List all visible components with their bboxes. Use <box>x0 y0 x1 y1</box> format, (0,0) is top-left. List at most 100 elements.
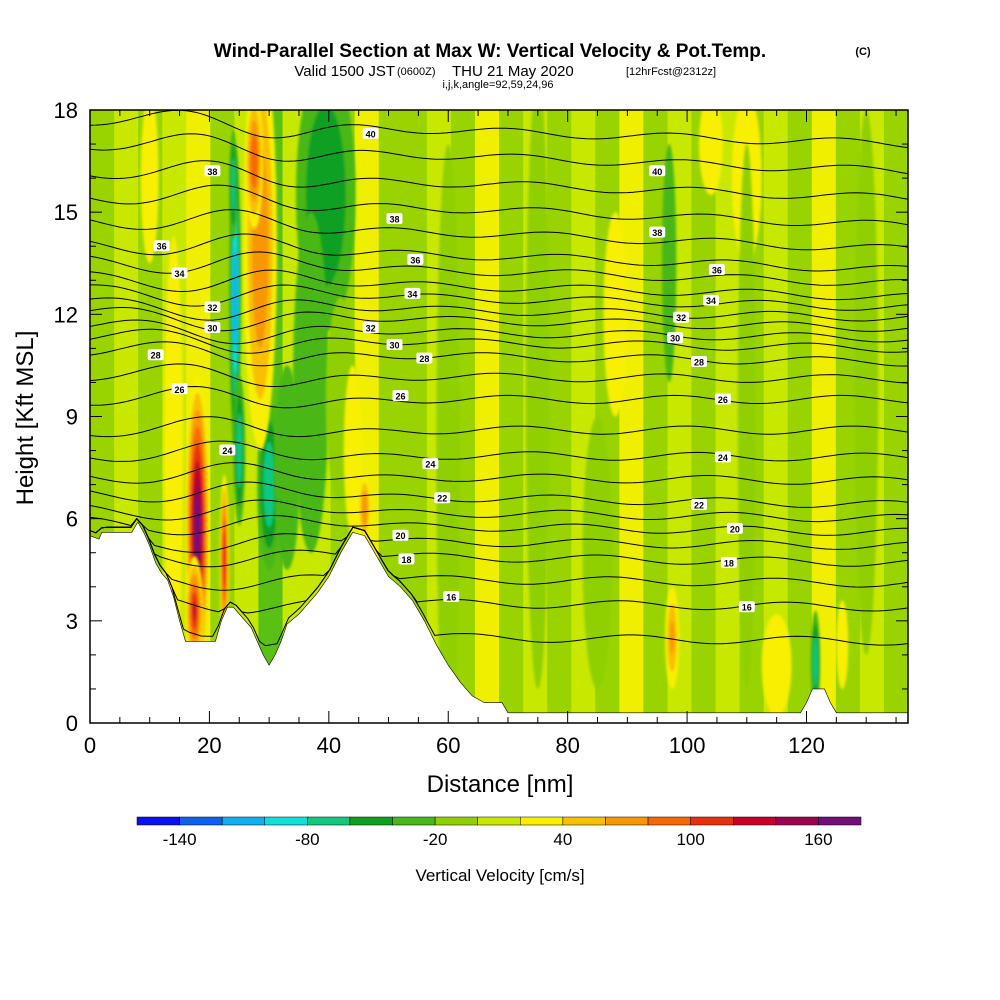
plot-area: 40 40 38 38 38 36 36 36 34 34 34 32 32 32 30 30 30 28 28 28… <box>90 110 908 723</box>
contour-label-text: 16 <box>446 592 456 602</box>
theta-contour <box>90 517 908 591</box>
contour-label-text: 18 <box>401 555 411 565</box>
contour-label-text: 24 <box>718 453 728 463</box>
theta-contour <box>90 515 908 536</box>
contour-label-text: 24 <box>425 460 435 470</box>
contour-label-box <box>416 352 433 364</box>
theta-contour <box>90 160 908 200</box>
contour-label-box <box>434 492 451 504</box>
velocity-cell <box>343 365 362 536</box>
contour-label-text: 34 <box>407 289 417 299</box>
contour-label-box <box>702 294 719 306</box>
colorbar-tick-label: -80 <box>295 830 320 849</box>
theta-contour <box>90 233 908 272</box>
contour-label-box <box>708 264 725 276</box>
velocity-cell <box>810 610 821 713</box>
x-tick-label: 80 <box>555 733 579 758</box>
contour-label-box <box>171 383 188 395</box>
theta-contour <box>90 517 908 553</box>
y-tick-label: 18 <box>54 98 78 123</box>
theta-contour <box>90 110 908 149</box>
velocity-cell <box>245 110 264 230</box>
y-tick-label: 6 <box>66 507 78 532</box>
contour-label: 36 <box>153 240 170 252</box>
velocity-band <box>301 297 320 468</box>
theta-contour <box>90 269 908 301</box>
contour-label-box <box>362 127 379 139</box>
contour-label-text: 34 <box>706 296 716 306</box>
y-tick-label: 9 <box>66 405 78 430</box>
chart-title: Wind-Parallel Section at Max W: Vertical… <box>214 41 766 62</box>
velocity-cell <box>761 614 792 717</box>
theta-contour <box>90 328 908 354</box>
contour-label-box <box>153 240 170 252</box>
theta-contour <box>90 517 908 568</box>
theta-contour <box>90 440 908 462</box>
velocity-band <box>582 416 613 689</box>
velocity-band <box>252 147 256 175</box>
contour-label-text: 22 <box>437 494 447 504</box>
contour-label-text: 20 <box>730 524 740 534</box>
contour-label: 30 <box>386 338 403 350</box>
contour-label: 28 <box>147 349 164 361</box>
x-tick-label: 100 <box>669 733 706 758</box>
contour-label: 34 <box>171 267 188 279</box>
contour-label-box <box>422 458 439 470</box>
velocity-band <box>525 110 550 689</box>
contour-label-box <box>720 556 737 568</box>
contour-label: 26 <box>392 390 409 402</box>
velocity-band <box>232 171 235 199</box>
contour-label-text: 28 <box>419 354 429 364</box>
colorbar-swatch <box>562 816 606 826</box>
y-axis-label: Height [Kft MSL] <box>12 331 39 506</box>
contour-label-box <box>219 444 236 456</box>
contour-label-box <box>204 165 221 177</box>
theta-contour <box>90 499 908 523</box>
x-axis: 0 20 40 60 80 100 120 <box>84 110 897 758</box>
contour-label-box <box>404 287 421 299</box>
theta-contour <box>90 319 908 345</box>
valid-date: THU 21 May 2020 <box>452 63 574 80</box>
colorbar-swatch <box>732 816 777 826</box>
contour-label-box <box>667 332 684 344</box>
contour-label-box <box>714 393 731 405</box>
velocity-cell <box>836 600 849 689</box>
velocity-cell <box>854 110 879 655</box>
theta-contour <box>90 251 908 286</box>
theta-contour <box>90 481 908 508</box>
contour-label-text: 40 <box>652 167 662 177</box>
contour-label: 26 <box>171 383 188 395</box>
contour-label: 34 <box>404 287 421 299</box>
colorbar: -140 -80 -20 40 100 160 <box>136 816 862 849</box>
velocity-cell <box>582 416 613 689</box>
velocity-cell <box>219 474 230 645</box>
velocity-stripe <box>619 110 644 723</box>
theta-contour <box>90 416 908 438</box>
colorbar-swatch <box>477 816 521 826</box>
contour-label-box <box>386 212 403 224</box>
velocity-band <box>854 110 879 655</box>
velocity-cell <box>164 236 184 679</box>
contour-label-box <box>649 165 666 177</box>
velocity-cell <box>229 130 238 240</box>
x-axis-label: Distance [nm] <box>427 771 574 798</box>
velocity-band <box>769 639 785 691</box>
velocity-cell <box>358 474 371 543</box>
contour-label-text: 26 <box>395 392 405 402</box>
velocity-stripe <box>691 110 717 723</box>
velocity-band <box>814 648 817 675</box>
contour-label-text: 30 <box>390 340 400 350</box>
x-tick-label: 120 <box>788 733 825 758</box>
copyright-mark: (C) <box>855 46 871 58</box>
colorbar-swatch <box>818 816 862 826</box>
velocity-band <box>363 499 367 517</box>
y-tick-label: 3 <box>66 609 78 634</box>
contour-label-box <box>691 356 708 368</box>
contour-label: 18 <box>398 553 415 565</box>
velocity-cell <box>140 110 159 264</box>
contour-label: 36 <box>708 264 725 276</box>
velocity-band <box>196 511 199 546</box>
contour-label-box <box>726 522 743 534</box>
velocity-band <box>704 118 717 170</box>
